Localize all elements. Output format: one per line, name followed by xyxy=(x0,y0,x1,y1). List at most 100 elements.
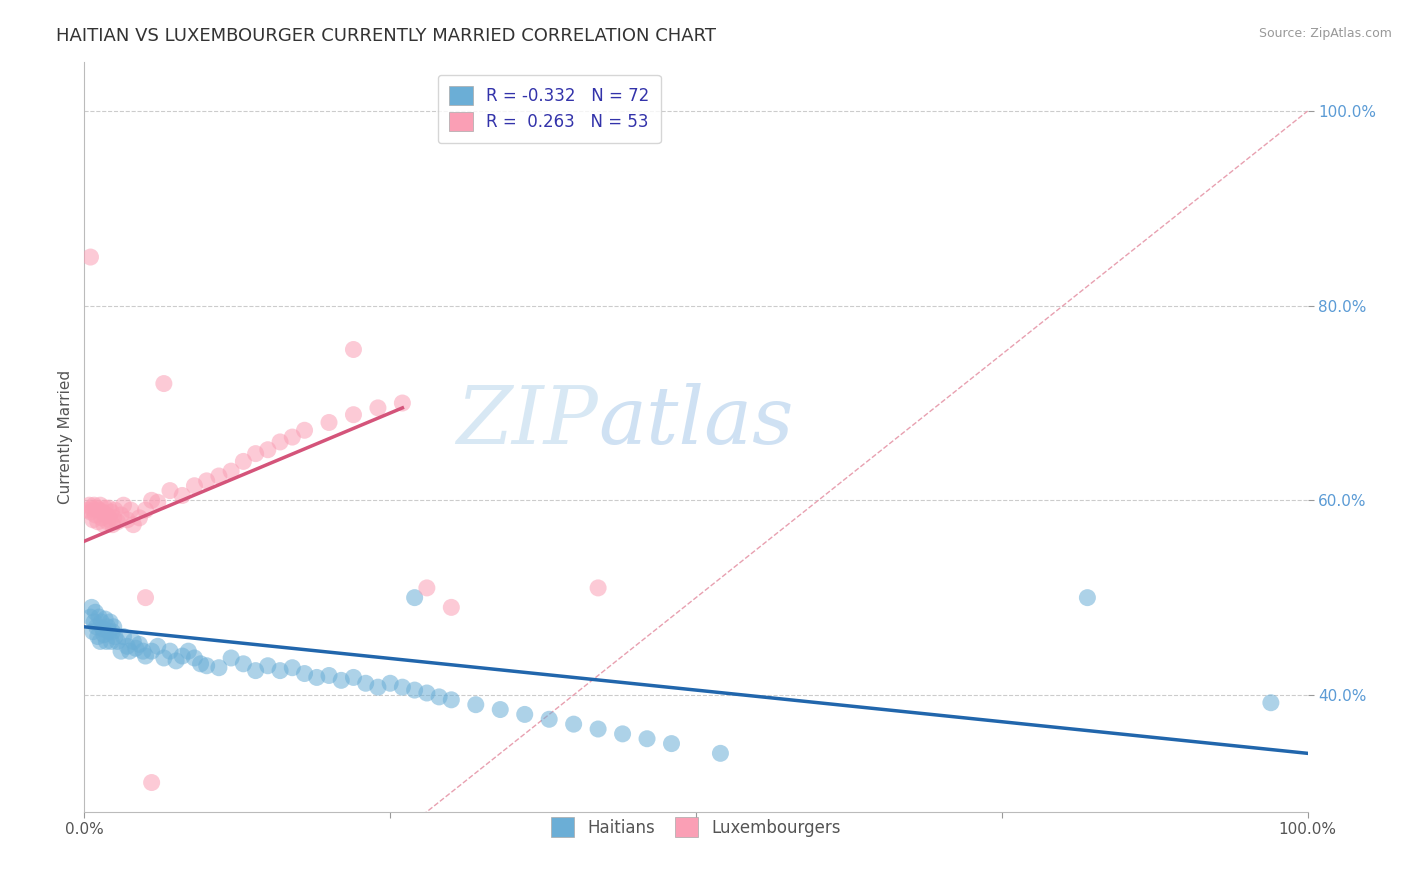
Point xyxy=(105,515,128,529)
Point xyxy=(96,508,118,522)
Text: atlas: atlas xyxy=(598,384,793,461)
Point xyxy=(82,624,104,639)
Point xyxy=(153,651,176,665)
Point xyxy=(87,515,110,529)
Point xyxy=(115,640,138,654)
Point xyxy=(513,707,536,722)
Point xyxy=(1076,591,1098,605)
Text: HAITIAN VS LUXEMBOURGER CURRENTLY MARRIED CORRELATION CHART: HAITIAN VS LUXEMBOURGER CURRENTLY MARRIE… xyxy=(56,27,716,45)
Point xyxy=(146,640,169,654)
Point xyxy=(318,416,340,430)
Point xyxy=(464,698,486,712)
Point xyxy=(94,612,117,626)
Point xyxy=(245,447,267,461)
Point xyxy=(427,690,450,704)
Point xyxy=(77,503,100,517)
Point xyxy=(97,515,120,529)
Point xyxy=(87,503,110,517)
Point xyxy=(93,627,115,641)
Point xyxy=(159,644,181,658)
Point xyxy=(404,683,426,698)
Point xyxy=(1260,696,1282,710)
Point xyxy=(269,664,291,678)
Point xyxy=(440,693,463,707)
Point xyxy=(342,670,364,684)
Point xyxy=(100,634,122,648)
Text: Source: ZipAtlas.com: Source: ZipAtlas.com xyxy=(1258,27,1392,40)
Point xyxy=(709,747,731,761)
Point xyxy=(153,376,176,391)
Point xyxy=(586,581,609,595)
Point xyxy=(141,775,163,789)
Point xyxy=(135,503,157,517)
Point xyxy=(101,517,124,532)
Point xyxy=(77,498,100,512)
Point xyxy=(232,657,254,671)
Point xyxy=(330,673,353,688)
Point xyxy=(183,479,205,493)
Point xyxy=(342,408,364,422)
Point xyxy=(177,644,200,658)
Point xyxy=(100,505,122,519)
Point xyxy=(97,501,120,516)
Point xyxy=(128,511,150,525)
Point xyxy=(281,430,304,444)
Point xyxy=(135,591,157,605)
Point xyxy=(79,505,101,519)
Point xyxy=(141,644,163,658)
Point xyxy=(208,661,231,675)
Y-axis label: Currently Married: Currently Married xyxy=(58,370,73,504)
Point xyxy=(98,615,121,629)
Point xyxy=(86,620,108,634)
Point xyxy=(342,343,364,357)
Legend: Haitians, Luxembourgers: Haitians, Luxembourgers xyxy=(538,805,853,848)
Point xyxy=(83,615,105,629)
Point xyxy=(586,722,609,736)
Point xyxy=(91,622,114,636)
Point xyxy=(538,712,561,726)
Point xyxy=(98,513,121,527)
Point xyxy=(416,581,439,595)
Point xyxy=(94,501,117,516)
Point xyxy=(112,498,135,512)
Point xyxy=(146,495,169,509)
Point xyxy=(80,600,103,615)
Point xyxy=(84,605,107,619)
Point xyxy=(269,434,291,449)
Point xyxy=(103,511,125,525)
Point xyxy=(93,517,115,532)
Point xyxy=(84,508,107,522)
Point xyxy=(86,501,108,516)
Point xyxy=(367,680,389,694)
Point xyxy=(103,620,125,634)
Point xyxy=(416,686,439,700)
Point xyxy=(612,727,634,741)
Point xyxy=(82,513,104,527)
Point xyxy=(79,610,101,624)
Point xyxy=(141,493,163,508)
Point xyxy=(97,620,120,634)
Text: ZIP: ZIP xyxy=(457,384,598,461)
Point xyxy=(125,641,148,656)
Point xyxy=(661,737,683,751)
Point xyxy=(96,634,118,648)
Point xyxy=(172,648,194,663)
Point xyxy=(245,664,267,678)
Point xyxy=(91,505,114,519)
Point xyxy=(208,469,231,483)
Point xyxy=(110,508,132,522)
Point xyxy=(489,702,512,716)
Point xyxy=(112,630,135,644)
Point xyxy=(257,442,280,457)
Point xyxy=(354,676,377,690)
Point xyxy=(87,630,110,644)
Point xyxy=(318,668,340,682)
Point xyxy=(101,624,124,639)
Point xyxy=(87,610,110,624)
Point xyxy=(90,511,112,525)
Point xyxy=(135,648,157,663)
Point xyxy=(219,651,242,665)
Point xyxy=(115,513,138,527)
Point xyxy=(172,488,194,502)
Point xyxy=(79,250,101,264)
